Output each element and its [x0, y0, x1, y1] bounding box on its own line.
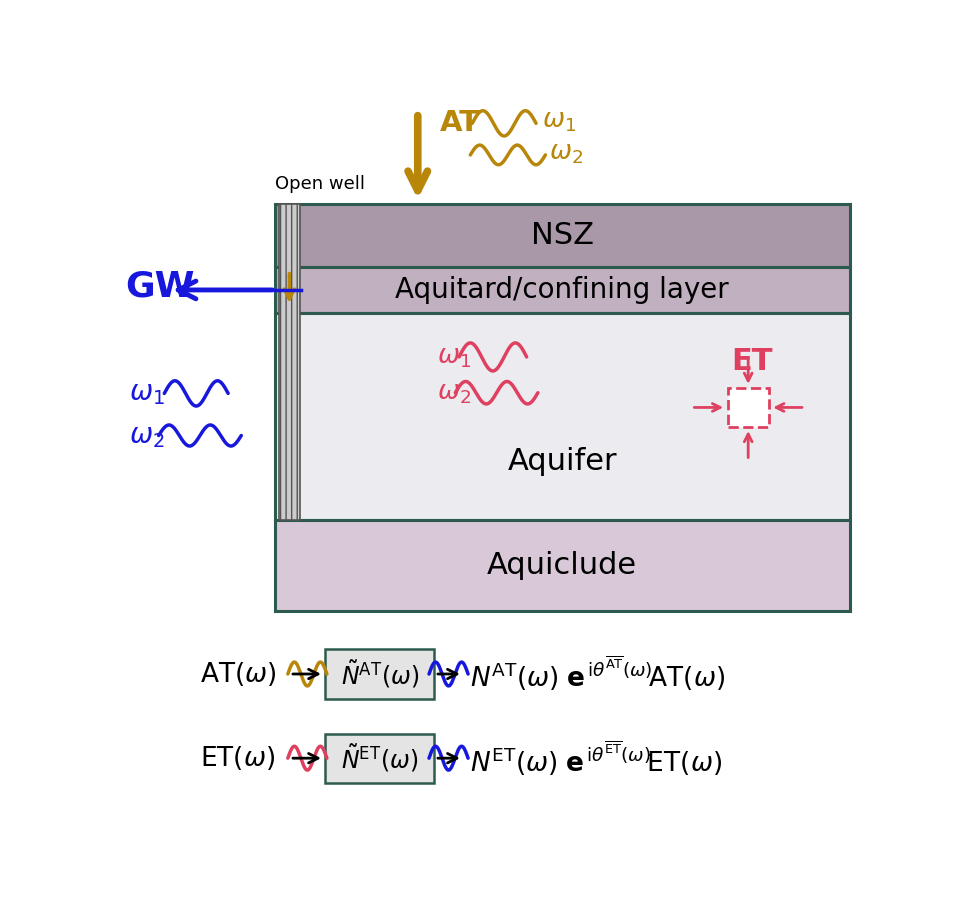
- Text: $N^{\mathsf{ET}}(\omega)\;\mathbf{e}^{\,\mathsf{i}\theta^{\overline{\mathsf{ET}}: $N^{\mathsf{ET}}(\omega)\;\mathbf{e}^{\,…: [470, 739, 723, 778]
- Text: $\omega_2$: $\omega_2$: [549, 139, 583, 166]
- Bar: [275, 204, 850, 267]
- Bar: [275, 519, 850, 611]
- Text: GW: GW: [125, 270, 195, 303]
- Text: Open well: Open well: [275, 176, 365, 193]
- Text: $\omega_2$: $\omega_2$: [436, 380, 471, 405]
- Text: $\omega_2$: $\omega_2$: [129, 422, 165, 449]
- Bar: [326, 733, 434, 783]
- Text: Aquitard/confining layer: Aquitard/confining layer: [395, 276, 730, 304]
- Bar: [275, 267, 850, 312]
- Bar: [275, 312, 850, 519]
- Text: $\mathsf{AT}(\omega)$: $\mathsf{AT}(\omega)$: [200, 660, 276, 688]
- Bar: [279, 204, 299, 519]
- Text: Aquifer: Aquifer: [508, 447, 617, 476]
- Bar: [326, 650, 434, 699]
- Text: $\omega_1$: $\omega_1$: [129, 379, 165, 407]
- Bar: [728, 388, 768, 426]
- Text: $\mathsf{ET}(\omega)$: $\mathsf{ET}(\omega)$: [200, 744, 275, 773]
- Text: AT: AT: [440, 109, 481, 138]
- Text: $\tilde{N}^{\mathsf{AT}}(\omega)$: $\tilde{N}^{\mathsf{AT}}(\omega)$: [341, 658, 419, 690]
- Text: $N^{\mathsf{AT}}(\omega)\;\mathbf{e}^{\,\mathsf{i}\theta^{\overline{\mathsf{AT}}: $N^{\mathsf{AT}}(\omega)\;\mathbf{e}^{\,…: [470, 655, 726, 693]
- Text: NSZ: NSZ: [531, 221, 594, 251]
- Text: $\omega_1$: $\omega_1$: [542, 108, 576, 134]
- Text: Aquiclude: Aquiclude: [487, 551, 638, 579]
- Text: ET: ET: [732, 346, 772, 375]
- Text: $\tilde{N}^{\mathsf{ET}}(\omega)$: $\tilde{N}^{\mathsf{ET}}(\omega)$: [341, 742, 419, 774]
- Text: $\omega_1$: $\omega_1$: [436, 344, 471, 370]
